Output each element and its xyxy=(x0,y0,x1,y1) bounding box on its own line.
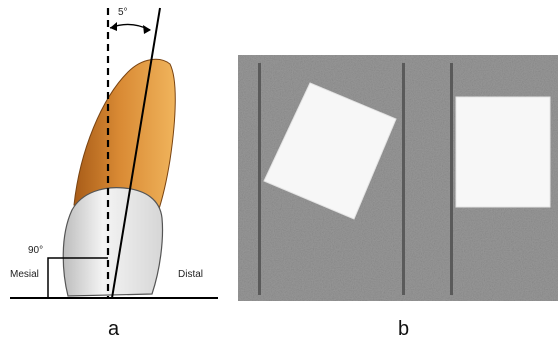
tooth-root xyxy=(73,58,176,213)
angle-label: 5° xyxy=(118,7,128,18)
stripe-2 xyxy=(402,63,405,295)
distal-label: Distal xyxy=(178,269,203,280)
tooth-angulation-diagram: 5° 90° Mesial Distal xyxy=(10,7,218,299)
tooth-crown xyxy=(62,187,164,297)
tooth-long-axis xyxy=(111,7,161,299)
stripe-1 xyxy=(258,63,261,295)
right-angle-label: 90° xyxy=(28,245,43,256)
arc-arrowhead-right xyxy=(143,25,151,34)
stripe-3 xyxy=(450,63,453,295)
caption-b: b xyxy=(398,318,410,340)
right-angle-bracket xyxy=(47,257,108,298)
mesial-label: Mesial xyxy=(10,269,39,280)
rotated-white-square xyxy=(263,82,397,220)
rotated-squares-image xyxy=(238,55,558,301)
upright-white-square xyxy=(455,96,551,208)
caption-a: a xyxy=(108,318,120,340)
arc-arrowhead-left xyxy=(110,22,117,31)
